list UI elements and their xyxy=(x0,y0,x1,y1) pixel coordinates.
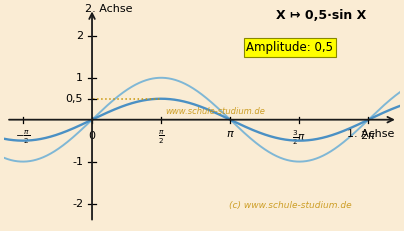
Text: $\pi$: $\pi$ xyxy=(226,129,235,139)
Text: 1: 1 xyxy=(76,73,83,83)
Text: 0,5: 0,5 xyxy=(66,94,83,104)
Text: $2\pi$: $2\pi$ xyxy=(360,129,377,141)
Text: $\frac{\pi}{2}$: $\frac{\pi}{2}$ xyxy=(158,129,164,146)
Text: $0$: $0$ xyxy=(88,129,96,141)
Text: (c) www.schule-studium.de: (c) www.schule-studium.de xyxy=(229,201,351,210)
Text: -1: -1 xyxy=(72,157,83,167)
Text: -2: -2 xyxy=(72,198,83,209)
Text: $-\frac{\pi}{2}$: $-\frac{\pi}{2}$ xyxy=(15,129,31,146)
Text: X ↦ 0,5·sin X: X ↦ 0,5·sin X xyxy=(276,9,366,21)
Text: www.schule-studium.de: www.schule-studium.de xyxy=(165,107,265,116)
Text: Amplitude: 0,5: Amplitude: 0,5 xyxy=(246,41,333,54)
Text: 1. Achse: 1. Achse xyxy=(347,129,395,139)
Text: 2: 2 xyxy=(76,31,83,41)
Text: 2. Achse: 2. Achse xyxy=(85,4,133,14)
Text: $\frac{3}{2}\pi$: $\frac{3}{2}\pi$ xyxy=(292,129,307,147)
